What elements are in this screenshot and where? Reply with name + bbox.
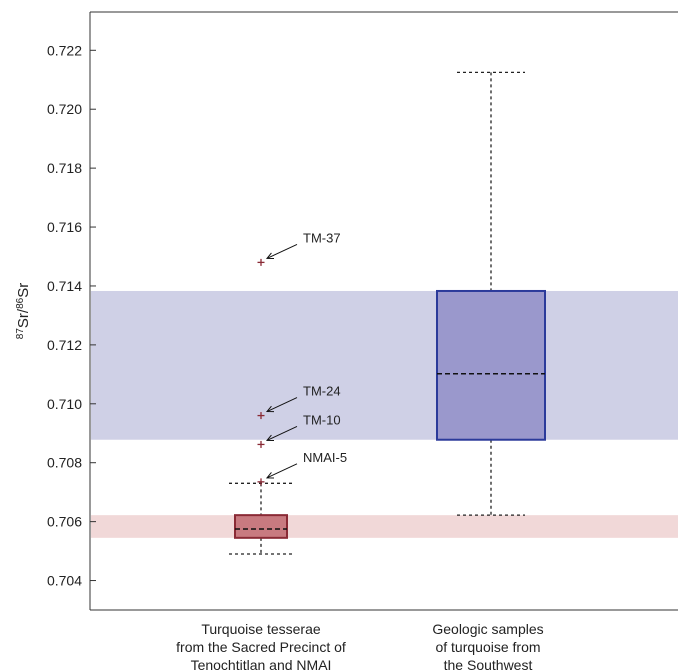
- y-tick-label: 0.722: [47, 42, 82, 58]
- y-axis-label: 87Sr/86Sr: [15, 283, 33, 339]
- y-tick-label: 0.706: [47, 514, 82, 530]
- category-label-line: Turquoise tesserae: [201, 621, 321, 637]
- range-band-1: [91, 291, 678, 440]
- category-label-line: of turquoise from: [435, 639, 540, 655]
- annotation-arrow-line: [267, 464, 297, 478]
- category-labels: Turquoise tesserae from the Sacred Precin…: [176, 621, 543, 671]
- y-tick-label: 0.712: [47, 337, 82, 353]
- y-ticks: 0.704 0.706 0.708 0.710 0.712 0.714 0.716 0.718…: [47, 42, 96, 588]
- category-label-line: the Southwest: [444, 657, 533, 671]
- iqr-box: [437, 291, 545, 440]
- y-tick-label: 0.714: [47, 278, 82, 294]
- annotation-arrow-line: [267, 244, 297, 258]
- category-label-line: Geologic samples: [432, 621, 543, 637]
- y-tick-label: 0.718: [47, 160, 82, 176]
- outlier-label: TM-10: [303, 412, 341, 427]
- iqr-box: [235, 515, 287, 538]
- outlier-label: TM-24: [303, 384, 341, 399]
- y-tick-label: 0.716: [47, 219, 82, 235]
- reference-bands: [91, 291, 678, 538]
- category-label-line: Tenochtitlan and NMAI: [191, 657, 332, 671]
- y-tick-label: 0.710: [47, 396, 82, 412]
- outlier-label: TM-37: [303, 230, 341, 245]
- y-tick-label: 0.708: [47, 455, 82, 471]
- y-tick-label: 0.704: [47, 573, 82, 589]
- outlier-label: NMAI-5: [303, 450, 347, 465]
- y-tick-label: 0.720: [47, 101, 82, 117]
- category-label-line: from the Sacred Precinct of: [176, 639, 346, 655]
- range-band-2: [91, 515, 678, 538]
